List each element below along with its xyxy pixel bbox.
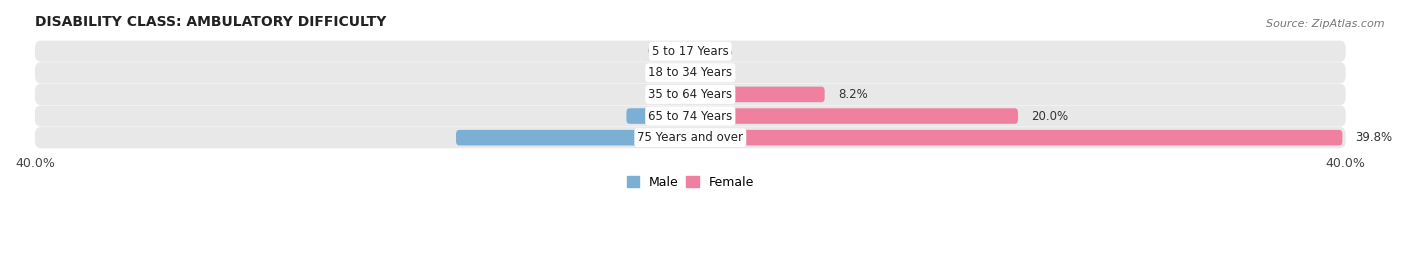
FancyBboxPatch shape bbox=[690, 130, 1343, 146]
Text: 75 Years and over: 75 Years and over bbox=[637, 131, 744, 144]
Text: 0.0%: 0.0% bbox=[703, 66, 733, 79]
FancyBboxPatch shape bbox=[35, 127, 1346, 148]
Text: 0.0%: 0.0% bbox=[648, 45, 678, 58]
Text: 14.3%: 14.3% bbox=[640, 131, 678, 144]
FancyBboxPatch shape bbox=[35, 62, 1346, 83]
Text: 5 to 17 Years: 5 to 17 Years bbox=[652, 45, 728, 58]
Text: 65 to 74 Years: 65 to 74 Years bbox=[648, 109, 733, 123]
FancyBboxPatch shape bbox=[690, 87, 825, 102]
Text: DISABILITY CLASS: AMBULATORY DIFFICULTY: DISABILITY CLASS: AMBULATORY DIFFICULTY bbox=[35, 15, 387, 29]
Text: 18 to 34 Years: 18 to 34 Years bbox=[648, 66, 733, 79]
FancyBboxPatch shape bbox=[35, 84, 1346, 105]
Text: 0.0%: 0.0% bbox=[648, 66, 678, 79]
FancyBboxPatch shape bbox=[456, 130, 690, 146]
FancyBboxPatch shape bbox=[690, 108, 1018, 124]
Text: Source: ZipAtlas.com: Source: ZipAtlas.com bbox=[1267, 19, 1385, 29]
Text: 0.0%: 0.0% bbox=[648, 88, 678, 101]
FancyBboxPatch shape bbox=[627, 108, 690, 124]
Legend: Male, Female: Male, Female bbox=[621, 171, 759, 194]
Text: 3.9%: 3.9% bbox=[647, 109, 678, 123]
Text: 8.2%: 8.2% bbox=[838, 88, 868, 101]
Text: 35 to 64 Years: 35 to 64 Years bbox=[648, 88, 733, 101]
FancyBboxPatch shape bbox=[35, 105, 1346, 127]
Text: 0.0%: 0.0% bbox=[703, 45, 733, 58]
Text: 20.0%: 20.0% bbox=[1031, 109, 1069, 123]
FancyBboxPatch shape bbox=[35, 41, 1346, 62]
Text: 39.8%: 39.8% bbox=[1355, 131, 1393, 144]
